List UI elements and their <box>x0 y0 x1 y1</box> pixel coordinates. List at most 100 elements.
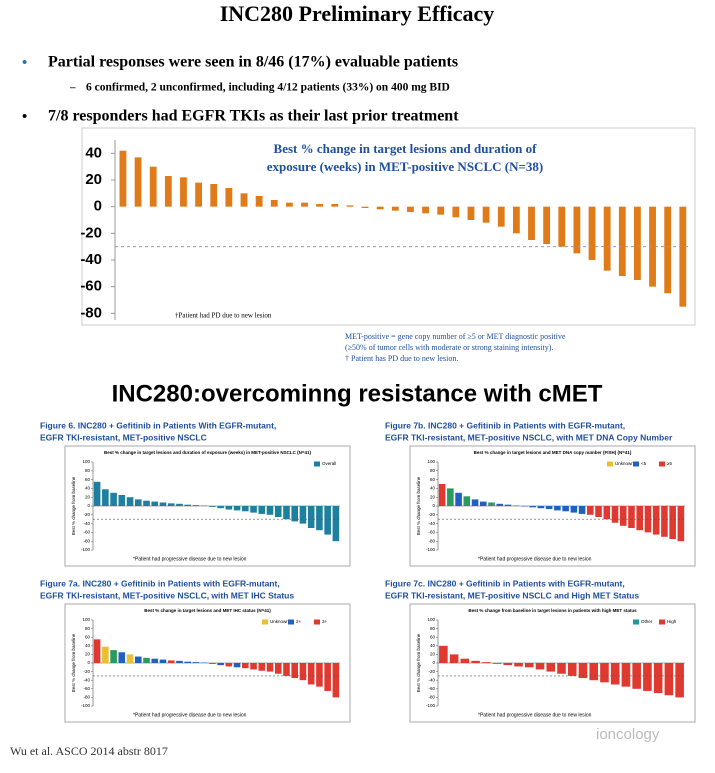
bar <box>504 504 512 506</box>
bar <box>535 663 545 670</box>
bar <box>618 206 626 276</box>
bar <box>134 157 142 207</box>
footnote: *Patient had progressive disease due to … <box>478 556 592 562</box>
legend-label: High <box>667 619 677 624</box>
bar <box>482 662 491 663</box>
y-tick-label: -100 <box>426 547 436 552</box>
bar <box>407 206 414 212</box>
bar <box>463 496 471 506</box>
chart-title: Best % change in target lesions and dura… <box>274 141 538 156</box>
bar <box>632 663 641 689</box>
y-axis-label: Best % change from baseline <box>416 633 421 692</box>
bar <box>283 506 290 520</box>
legend-swatch <box>659 619 665 625</box>
footnote: (≥50% of tumor cells with moderate or st… <box>345 343 553 352</box>
y-tick-label: -80 <box>428 695 435 700</box>
bar <box>143 657 150 663</box>
y-tick-label: -20 <box>428 512 435 517</box>
citation: Wu et al. ASCO 2014 abstr 8017 <box>10 744 168 758</box>
bar <box>301 202 308 207</box>
bar <box>126 497 134 506</box>
watermark: ioncology <box>596 726 660 743</box>
bar <box>346 205 354 207</box>
y-tick-label: 80 <box>85 626 91 631</box>
title: INC280 Preliminary Efficacy <box>220 1 495 26</box>
y-tick-label: -100 <box>81 547 91 552</box>
y-tick-label: 80 <box>85 468 91 473</box>
bar <box>291 506 299 522</box>
bar <box>126 654 134 663</box>
bar <box>554 506 561 511</box>
bar <box>437 206 445 215</box>
bar <box>250 506 257 513</box>
y-tick-label: 40 <box>430 643 436 648</box>
bar <box>283 663 290 676</box>
bar <box>209 663 216 664</box>
legend-swatch <box>633 461 639 467</box>
bar <box>621 663 631 687</box>
bar <box>636 506 644 531</box>
bar <box>151 501 159 506</box>
bar <box>546 663 556 672</box>
bar <box>316 506 323 531</box>
annotation: †Patient had PD due to new lesion <box>175 312 272 320</box>
bar <box>634 206 641 280</box>
bar <box>110 492 117 506</box>
bar <box>570 506 578 513</box>
bar <box>675 663 684 698</box>
bar <box>159 659 167 663</box>
bar <box>537 506 545 509</box>
bar <box>151 658 159 663</box>
bar <box>512 206 520 234</box>
bar <box>307 663 315 685</box>
legend-swatch <box>633 619 639 625</box>
bar <box>391 206 399 211</box>
bar <box>266 663 274 672</box>
y-tick-label: -80 <box>83 695 90 700</box>
y-tick-label: -60 <box>428 530 435 535</box>
bar <box>176 660 183 663</box>
bar <box>167 503 175 506</box>
y-tick-label: -40 <box>83 521 90 526</box>
bar <box>258 506 266 514</box>
y-tick-label: 0 <box>432 660 435 665</box>
bar <box>93 639 101 663</box>
legend-swatch <box>607 461 613 467</box>
footnote: MET-positive = gene copy number of ≥5 or… <box>345 332 566 341</box>
bar <box>652 506 660 535</box>
y-axis-label: Best % change from baseline <box>71 633 76 692</box>
bar <box>438 484 446 506</box>
sub-bullet: 6 confirmed, 2 unconfirmed, including 4/… <box>86 82 450 94</box>
bar <box>661 506 668 537</box>
bar <box>240 193 248 207</box>
bar <box>164 176 172 207</box>
footnote: *Patient had progressive disease due to … <box>133 556 247 562</box>
bar <box>439 645 448 663</box>
bar <box>471 499 479 506</box>
bar <box>307 506 315 528</box>
chart-title: exposure (weeks) in MET-positive NSCLC (… <box>267 159 543 174</box>
bar <box>558 206 566 247</box>
y-tick-label: 100 <box>427 617 435 622</box>
legend-swatch <box>659 461 665 467</box>
y-tick-label: 20 <box>85 652 91 657</box>
y-tick-label: -100 <box>81 703 91 708</box>
bar <box>233 506 241 511</box>
bar <box>331 204 339 207</box>
bar <box>143 500 150 506</box>
bar <box>653 663 663 694</box>
footnote: *Patient had progressive disease due to … <box>133 712 247 718</box>
bar <box>595 506 602 517</box>
figure-caption: Figure 7c. INC280 + Gefitinib in Patient… <box>385 578 625 588</box>
bar <box>619 506 627 526</box>
bar <box>460 658 470 663</box>
bar <box>573 206 581 254</box>
footnote: *Patient had progressive disease due to … <box>478 712 592 718</box>
bar <box>524 663 534 668</box>
bar <box>118 495 126 506</box>
bar <box>242 663 249 669</box>
bar <box>324 506 331 535</box>
bar <box>447 488 454 506</box>
bar <box>250 663 257 670</box>
